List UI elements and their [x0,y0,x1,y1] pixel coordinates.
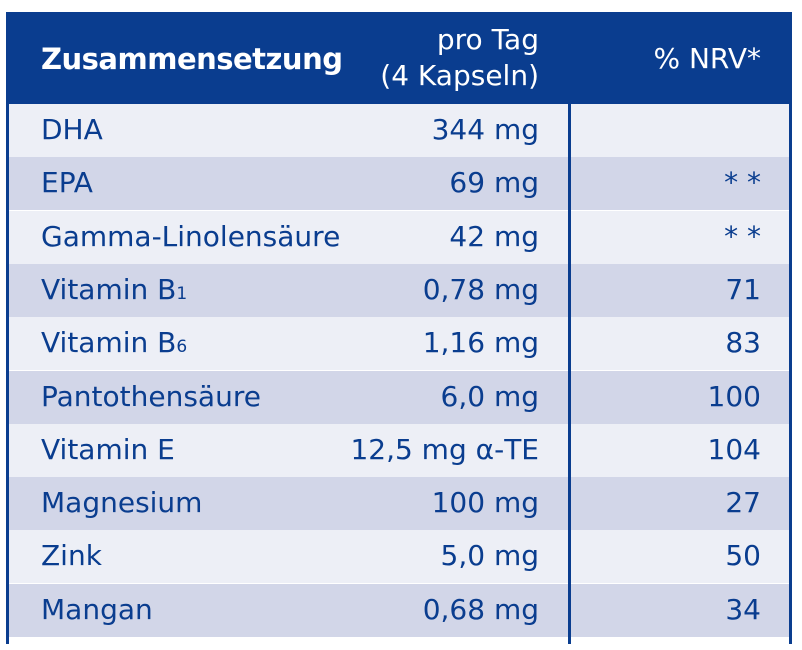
nrv-percent: 83 [725,326,761,360]
amount-per-day: 12,5 mg α-TE [350,432,539,466]
nutrient-name: Vitamin B1 [41,273,187,306]
table-row: DHA 344 mg [9,104,789,157]
table-header: Zusammensetzung pro Tag (4 Kapseln) % NR… [9,12,789,104]
nutrient-name: EPA [41,166,93,199]
table-row: Vitamin B6 1,16 mg 83 [9,317,789,371]
nutrient-name-text: Magnesium [41,486,203,520]
table-row: Mangan 0,68 mg 34 [9,583,789,637]
nutrient-name-text: Mangan [41,592,153,626]
header-composition: Zusammensetzung [41,42,343,76]
table-row: Zink 5,0 mg 50 [9,530,789,584]
nutrient-name: Vitamin E [41,433,175,466]
amount-per-day: 69 mg [449,166,539,200]
nrv-percent: 34 [725,592,761,626]
nutrient-name-subscript: 1 [176,283,188,304]
nrv-percent: 104 [707,432,761,466]
nutrient-name: Gamma-Linolensäure [41,220,340,253]
header-per-day-line1: pro Tag [436,23,539,56]
nrv-percent: 71 [725,272,761,306]
nutrient-name-text: Vitamin B [41,272,177,306]
amount-per-day: 6,0 mg [440,379,539,413]
amount-per-day: 344 mg [431,113,539,146]
nutrient-name-text: Vitamin B [41,326,177,360]
nutrient-name-text: Gamma-Linolensäure [41,219,341,253]
amount-per-day: 5,0 mg [440,539,539,573]
nrv-percent: * * [724,219,761,253]
header-per-day: pro Tag (4 Kapseln) [279,22,539,94]
nutrient-name-text: Pantothensäure [41,379,261,413]
nutrient-name: Zink [41,539,102,572]
header-per-day-line2: (4 Kapseln) [380,59,539,92]
amount-per-day: 42 mg [449,219,539,253]
nrv-percent: 50 [725,539,761,573]
nrv-percent: 100 [707,379,761,413]
nutrient-name: DHA [41,113,103,146]
table-row: Gamma-Linolensäure 42 mg * * [9,210,789,264]
nutrient-name: Vitamin B6 [41,326,187,359]
nutrient-name-text: Vitamin E [41,432,175,466]
nutrient-name-text: DHA [41,113,103,146]
table-row: EPA 69 mg * * [9,157,789,211]
nutrient-name: Magnesium [41,486,202,519]
table-row: Magnesium 100 mg 27 [9,477,789,531]
header-nrv: % NRV* [653,42,761,75]
column-divider [568,104,571,644]
nutrient-name: Mangan [41,593,153,626]
table-row: Vitamin E 12,5 mg α-TE 104 [9,423,789,477]
amount-per-day: 0,68 mg [422,592,539,626]
nutrient-name: Pantothensäure [41,380,261,413]
table-row: Pantothensäure 6,0 mg 100 [9,370,789,424]
nrv-percent: 27 [725,486,761,520]
nutrient-name-text: Zink [41,539,102,573]
nutrient-name-subscript: 6 [176,337,188,358]
nutrition-table: Zusammensetzung pro Tag (4 Kapseln) % NR… [6,12,792,644]
nutrient-name-text: EPA [41,166,93,200]
amount-per-day: 1,16 mg [422,326,539,360]
nrv-percent: * * [724,166,761,200]
table-row: Vitamin B1 0,78 mg 71 [9,263,789,317]
amount-per-day: 0,78 mg [422,272,539,306]
amount-per-day: 100 mg [431,486,539,520]
